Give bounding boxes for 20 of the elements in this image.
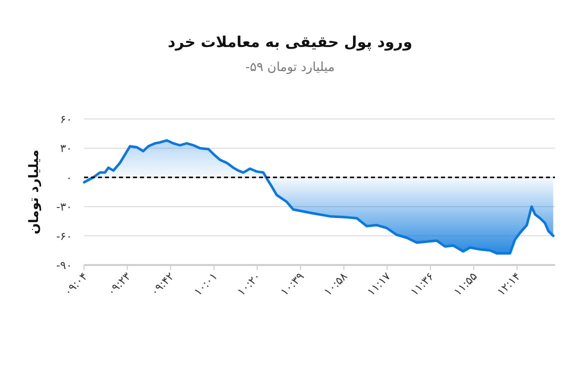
y-tick-label: -۹۰ [56, 259, 72, 272]
x-tick-label: ۱۰:۰۱ [192, 270, 220, 298]
x-tick-label: ۱۰:۲۰ [234, 270, 264, 298]
y-tick-label: -۶۰ [56, 230, 72, 243]
chart-subtitle: میلیارد تومان ۵۹- [245, 59, 335, 75]
x-tick-label: ۰۹:۰۴ [62, 270, 90, 298]
chart-title: ورود پول حقیقی به معاملات خرد [168, 33, 412, 51]
y-tick-label: ۳۰ [60, 142, 72, 156]
x-tick-label: ۱۰:۳۹ [278, 270, 307, 298]
x-tick-label: ۰۹:۲۳ [104, 270, 134, 298]
x-tick-label: ۱۱:۱۷ [364, 270, 394, 298]
y-tick-label: -۳۰ [56, 200, 72, 214]
y-axis-title: میلیارد تومان [27, 150, 42, 234]
x-tick-label: ۱۰:۵۸ [321, 270, 350, 298]
x-tick-label: ۰۹:۴۲ [148, 270, 177, 298]
y-tick-label: ۰ [66, 171, 72, 184]
x-tick-label: ۱۱:۳۶ [408, 270, 437, 298]
x-tick-label: ۱۱:۵۵ [451, 270, 480, 298]
y-tick-label: ۶۰ [60, 113, 72, 126]
x-tick-label: ۱۲:۱۴ [494, 270, 524, 298]
